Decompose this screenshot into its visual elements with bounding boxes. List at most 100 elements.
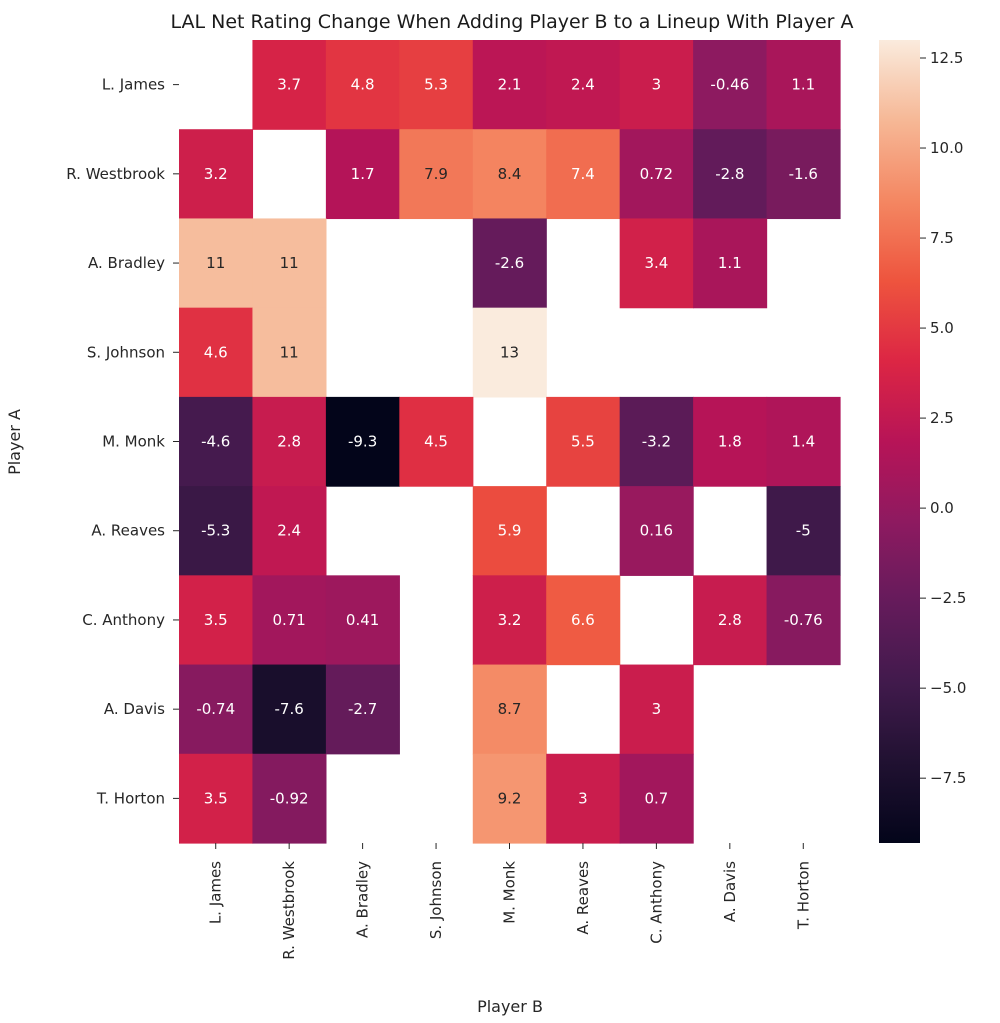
heatmap-cell: [472, 664, 547, 755]
heatmap-cell: [766, 40, 841, 130]
colorbar-tick-label: 12.5: [930, 49, 963, 67]
heatmap-cell: [766, 129, 841, 220]
cell-value-label: 3: [652, 700, 662, 718]
colorbar-tick-label: −5.0: [930, 679, 966, 697]
heatmap-cell: [252, 753, 327, 844]
cell-value-label: -0.92: [270, 789, 309, 807]
heatmap-cell: [325, 664, 400, 755]
colorbar-tick-label: 0.0: [930, 499, 954, 517]
x-tick-label: A. Bradley: [354, 861, 372, 938]
x-tick-label: R. Westbrook: [280, 861, 298, 960]
heatmap-cell: [179, 753, 254, 844]
cell-value-label: -5.3: [201, 522, 230, 540]
heatmap-cell: [252, 307, 327, 398]
heatmap-cell: [619, 218, 694, 309]
heatmap-cell: [325, 396, 400, 487]
chart-title: LAL Net Rating Change When Adding Player…: [170, 11, 853, 33]
cell-value-label: 3.5: [204, 611, 228, 629]
heatmap-cell: [619, 129, 694, 220]
heatmap-cell: [399, 396, 474, 487]
cell-value-label: 4.6: [204, 343, 228, 361]
heatmap-cell: [399, 129, 474, 220]
cell-value-label: 3.4: [644, 254, 668, 272]
heatmap-cell: [325, 129, 400, 220]
cell-value-label: 2.8: [277, 433, 301, 451]
cell-value-label: 2.1: [498, 76, 522, 94]
cell-value-label: -2.7: [348, 700, 377, 718]
colorbar-ticks: −7.5 −5.0 −2.5 0.0 2.5 5.0 7.5 10.0 12.5: [920, 49, 966, 787]
x-tick-label: C. Anthony: [647, 861, 665, 944]
heatmap-cell: [472, 753, 547, 844]
heatmap-cell: [693, 575, 768, 666]
heatmap-cell: [179, 575, 254, 666]
cell-value-label: -4.6: [201, 433, 230, 451]
heatmap-cell: [619, 396, 694, 487]
cell-value-label: 3.5: [204, 789, 228, 807]
cell-value-label: 4.8: [351, 76, 375, 94]
colorbar-tick-label: 5.0: [930, 319, 954, 337]
cell-value-label: 7.9: [424, 165, 448, 183]
cell-value-label: -1.6: [789, 165, 818, 183]
heatmap-cell: [179, 396, 254, 487]
colorbar-tick-label: 2.5: [930, 409, 954, 427]
heatmap-cell: [546, 753, 621, 844]
heatmap-cell: [619, 40, 694, 130]
heatmap-cell: [179, 307, 254, 398]
heatmap-cell: [252, 664, 327, 755]
heatmap-cell: [252, 396, 327, 487]
heatmap-cell: [766, 486, 841, 576]
cell-value-label: 2.8: [718, 611, 742, 629]
heatmap-cell: [472, 218, 547, 309]
cell-value-label: 1.4: [791, 433, 815, 451]
colorbar-tick-label: −7.5: [930, 769, 966, 787]
heatmap-cell: [252, 40, 327, 130]
y-tick-label: T. Horton: [96, 789, 165, 807]
cell-value-label: 11: [280, 254, 299, 272]
cell-value-label: -9.3: [348, 433, 377, 451]
cell-value-label: 13: [500, 343, 519, 361]
cell-value-label: -0.74: [196, 700, 235, 718]
cell-value-label: 5.9: [498, 522, 522, 540]
colorbar: [879, 40, 920, 843]
x-tick-label: L. James: [207, 861, 225, 924]
x-tick-label: T. Horton: [794, 861, 812, 930]
cell-value-label: 3.2: [498, 611, 522, 629]
cell-value-label: 1.8: [718, 433, 742, 451]
heatmap-cell: [472, 307, 547, 398]
cell-value-label: -2.8: [715, 165, 744, 183]
heatmap-cell: [766, 396, 841, 487]
cell-value-label: 3: [652, 76, 662, 94]
heatmap-cell: [179, 218, 254, 309]
heatmap-cell: [472, 40, 547, 130]
heatmap-cell: [766, 575, 841, 666]
heatmap-cell: [693, 40, 768, 130]
y-tick-label: C. Anthony: [82, 611, 165, 629]
heatmap-cell: [472, 129, 547, 220]
y-tick-label: L. James: [102, 76, 165, 94]
heatmap-cell: [546, 40, 621, 130]
cell-value-label: 4.5: [424, 433, 448, 451]
y-tick-labels: L. James R. Westbrook A. Bradley S. Johnson…: [66, 76, 179, 807]
cell-value-label: 8.4: [498, 165, 522, 183]
colorbar-tick-label: 7.5: [930, 229, 954, 247]
x-tick-label: A. Davis: [721, 861, 739, 922]
heatmap-cell: [693, 129, 768, 220]
cell-value-label: 11: [206, 254, 225, 272]
colorbar-tick-label: −2.5: [930, 589, 966, 607]
cell-value-label: 2.4: [571, 76, 595, 94]
y-axis-label: Player A: [5, 409, 24, 475]
x-tick-label: M. Monk: [501, 861, 519, 924]
heatmap-cell: [179, 486, 254, 576]
cell-value-label: 6.6: [571, 611, 595, 629]
cell-value-label: 5.5: [571, 433, 595, 451]
y-tick-label: A. Bradley: [88, 254, 165, 272]
heatmap-cell: [546, 129, 621, 220]
cell-value-label: 3.7: [277, 76, 301, 94]
heatmap-cell: [179, 129, 254, 220]
cell-value-label: 0.7: [644, 789, 668, 807]
x-tick-label: A. Reaves: [574, 861, 592, 935]
cell-value-label: 1.7: [351, 165, 375, 183]
cell-value-label: 3.2: [204, 165, 228, 183]
y-tick-label: A. Reaves: [91, 522, 165, 540]
